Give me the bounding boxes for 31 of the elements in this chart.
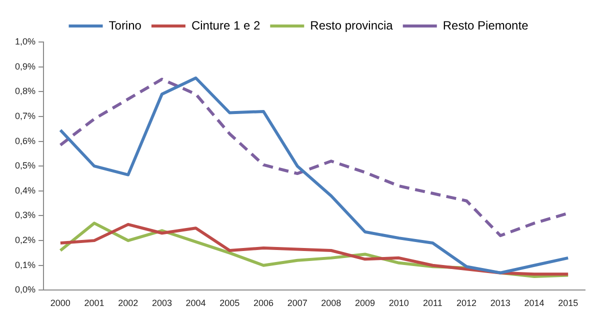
y-tick-label: 0,0% (15, 284, 36, 295)
x-tick-label: 2012 (456, 298, 477, 308)
y-tick-label: 0,4% (15, 185, 36, 196)
x-tick-label: 2000 (50, 298, 70, 308)
y-tick-label: 0,2% (15, 235, 36, 246)
y-tick-label: 0,8% (15, 86, 36, 96)
y-tick-label: 0,7% (15, 110, 36, 121)
y-tick-label: 0,1% (15, 260, 36, 270)
x-tick-label: 2003 (152, 298, 172, 308)
y-tick-label: 0,5% (15, 160, 36, 171)
x-tick-label: 2013 (490, 298, 510, 308)
y-tick-label: 0,6% (15, 136, 36, 146)
legend-label: Resto Piemonte (442, 18, 529, 32)
legend-label: Cinture 1 e 2 (191, 18, 260, 32)
x-tick-label: 2010 (388, 298, 409, 308)
x-tick-label: 2008 (321, 298, 342, 308)
y-tick-label: 0,9% (15, 61, 36, 72)
legend-label: Torino (108, 18, 142, 32)
x-tick-label: 2009 (355, 298, 376, 308)
x-tick-label: 2015 (558, 298, 578, 308)
x-tick-label: 2011 (423, 298, 442, 308)
y-tick-label: 1,0% (15, 36, 36, 46)
x-tick-label: 2006 (253, 298, 274, 308)
x-tick-label: 2001 (84, 298, 104, 308)
x-tick-label: 2004 (186, 298, 206, 308)
x-tick-label: 2014 (524, 298, 544, 308)
legend-label: Resto provincia (310, 18, 394, 32)
y-tick-label: 0,3% (15, 210, 36, 220)
x-tick-label: 2005 (220, 298, 240, 308)
x-tick-label: 2002 (118, 298, 138, 308)
x-tick-label: 2007 (287, 298, 308, 308)
